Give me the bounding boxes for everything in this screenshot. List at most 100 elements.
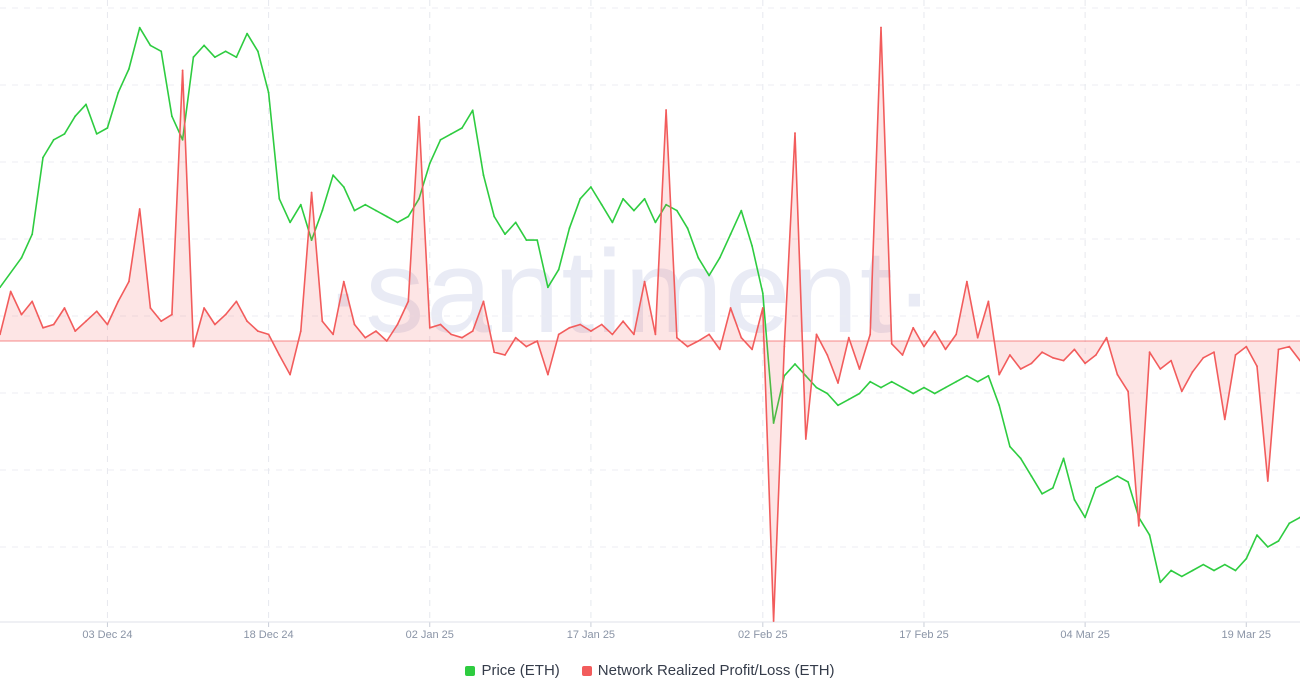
legend-item[interactable]: Price (ETH) — [465, 662, 560, 679]
price-point — [106, 127, 109, 129]
chart-grid — [0, 0, 1300, 622]
x-tick-label: 19 Mar 25 — [1222, 629, 1272, 640]
x-tick-label: 03 Dec 24 — [82, 629, 132, 640]
pnl-point — [1170, 359, 1172, 362]
pnl-point — [804, 438, 807, 440]
pnl-point — [826, 354, 829, 356]
price-point — [622, 197, 624, 200]
pnl-point — [622, 320, 624, 323]
pnl-point — [676, 336, 678, 339]
price-point — [214, 56, 216, 59]
price-point — [353, 209, 356, 212]
price-point — [525, 239, 528, 242]
price-point — [890, 380, 893, 383]
price-point — [944, 386, 947, 389]
price-point — [1105, 481, 1108, 483]
price-point — [482, 174, 485, 177]
price-point — [1148, 534, 1151, 536]
pnl-point — [396, 323, 399, 326]
price-point — [955, 380, 958, 383]
pnl-point — [869, 333, 872, 336]
pnl-point — [257, 330, 259, 332]
pnl-point — [85, 320, 87, 323]
price-point — [192, 56, 195, 59]
price-point — [42, 156, 44, 159]
price-point — [611, 221, 614, 224]
pnl-point — [1202, 356, 1205, 359]
price-point — [74, 115, 77, 118]
price-point — [1116, 475, 1119, 477]
pnl-point — [461, 336, 463, 339]
price-point — [289, 221, 291, 224]
pnl-point — [1041, 351, 1043, 354]
pnl-point — [138, 208, 141, 210]
price-point — [815, 386, 818, 389]
price-point — [869, 380, 872, 383]
price-point — [138, 26, 141, 29]
pnl-point — [471, 330, 474, 332]
pnl-point — [590, 330, 592, 332]
price-point — [364, 203, 367, 206]
pnl-point — [1256, 365, 1258, 368]
price-point — [321, 209, 324, 212]
pnl-point — [52, 323, 55, 326]
pnl-point — [579, 323, 582, 326]
pnl-point — [95, 310, 98, 313]
legend-item[interactable]: Network Realized Profit/Loss (ETH) — [581, 662, 835, 679]
pnl-point — [729, 307, 732, 309]
price-point — [407, 215, 410, 218]
pnl-point — [1030, 362, 1033, 365]
legend-label: Price (ETH) — [481, 662, 560, 679]
price-point — [1223, 563, 1226, 566]
pnl-point — [342, 280, 345, 283]
price-point — [729, 233, 732, 236]
x-tick-label: 17 Feb 25 — [899, 629, 949, 640]
price-point — [590, 186, 592, 188]
pnl-point — [912, 326, 915, 329]
pnl-point — [203, 307, 206, 309]
pnl-point — [557, 333, 560, 336]
pnl-series-line — [0, 26, 1300, 622]
price-point — [568, 227, 571, 230]
price-point — [923, 386, 925, 389]
pnl-point — [751, 348, 753, 351]
pnl-point — [987, 300, 990, 303]
price-point — [665, 203, 667, 206]
pnl-point — [9, 290, 12, 293]
pnl-point — [858, 368, 861, 370]
pnl-point — [1009, 354, 1011, 356]
pnl-point — [31, 300, 34, 303]
pnl-point — [643, 280, 646, 283]
pnl-point — [1073, 348, 1076, 351]
pnl-point — [633, 333, 635, 336]
price-point — [278, 197, 281, 200]
pnl-point — [407, 300, 410, 303]
price-point — [235, 56, 238, 59]
pnl-point — [1137, 524, 1140, 527]
price-point — [31, 233, 34, 236]
pnl-point — [20, 313, 23, 316]
pnl-point — [1148, 351, 1151, 354]
legend-swatch — [465, 665, 476, 676]
pnl-point — [160, 320, 163, 323]
pnl-point — [364, 336, 367, 339]
price-point — [1019, 457, 1022, 460]
pnl-point — [525, 345, 528, 348]
price-point — [880, 386, 882, 389]
price-point — [1266, 546, 1269, 548]
price-point — [633, 209, 635, 212]
pnl-point — [783, 345, 786, 348]
price-point — [1052, 487, 1054, 489]
price-point — [257, 50, 259, 53]
pnl-point — [514, 336, 517, 339]
pnl-point — [686, 345, 689, 348]
price-point — [794, 363, 796, 365]
x-tick-label: 02 Feb 25 — [738, 629, 788, 640]
price-point — [751, 245, 753, 247]
pnl-point — [998, 373, 1001, 376]
price-point — [418, 197, 420, 200]
price-point — [267, 91, 270, 94]
price-point — [718, 256, 721, 259]
price-point — [375, 209, 377, 212]
price-point — [547, 286, 549, 289]
